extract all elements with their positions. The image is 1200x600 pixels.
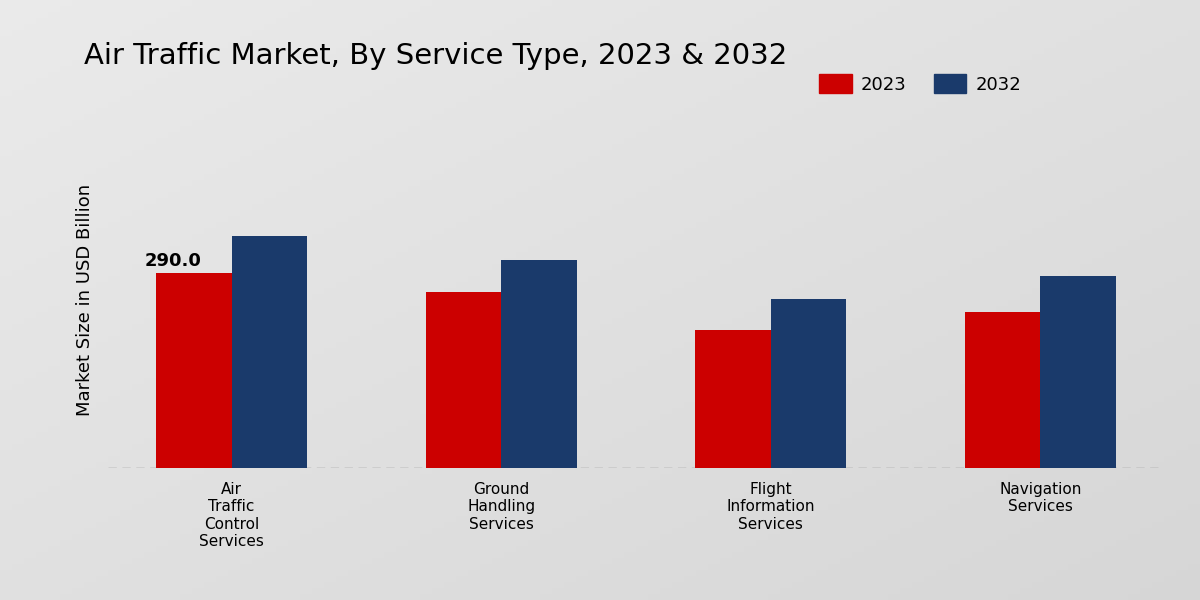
- Legend: 2023, 2032: 2023, 2032: [812, 67, 1028, 101]
- Y-axis label: Market Size in USD Billion: Market Size in USD Billion: [76, 184, 94, 416]
- Text: 290.0: 290.0: [145, 252, 202, 270]
- Bar: [965, 312, 1040, 468]
- Bar: [1040, 277, 1116, 468]
- Bar: [156, 273, 232, 468]
- Bar: [695, 330, 770, 468]
- Bar: [770, 299, 846, 468]
- Text: Air Traffic Market, By Service Type, 2023 & 2032: Air Traffic Market, By Service Type, 202…: [84, 42, 787, 70]
- Bar: [232, 236, 307, 468]
- Bar: [502, 260, 577, 468]
- Bar: [426, 292, 502, 468]
